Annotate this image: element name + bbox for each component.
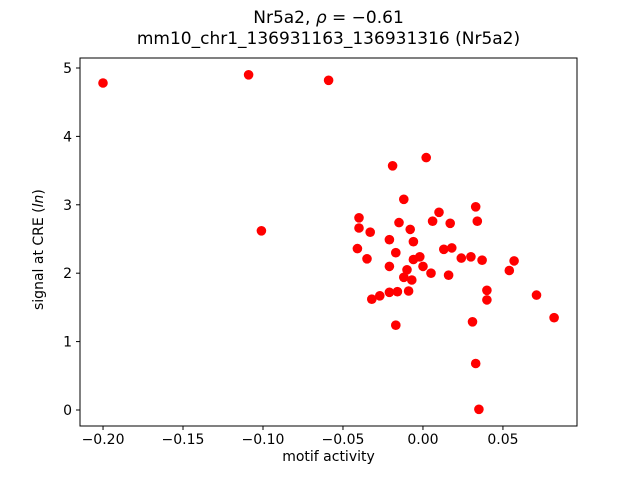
- y-tick-label: 5: [63, 61, 72, 77]
- data-point: [391, 247, 401, 258]
- chart-title: Nr5a2, ρ = −0.61 mm10_chr1_136931163_136…: [80, 8, 577, 50]
- data-point: [354, 213, 364, 223]
- y-tick-label: 3: [63, 198, 72, 214]
- x-axis-label: motif activity: [282, 449, 375, 465]
- ylabel-italic: ln: [31, 194, 47, 208]
- data-point: [418, 261, 428, 272]
- y-tick-label: 4: [63, 129, 72, 145]
- axes-spines: [79, 57, 578, 427]
- data-point: [467, 317, 478, 327]
- data-point: [421, 152, 432, 163]
- data-point: [256, 226, 267, 236]
- data-point: [98, 78, 108, 88]
- data-point: [387, 161, 398, 171]
- data-point: [477, 255, 487, 265]
- data-point: [426, 268, 436, 279]
- data-point: [470, 202, 481, 212]
- data-point: [509, 256, 519, 266]
- data-point: [384, 287, 395, 298]
- data-point: [408, 236, 419, 247]
- y-tick-label: 1: [63, 335, 72, 351]
- data-point: [474, 404, 484, 415]
- data-point: [375, 291, 385, 301]
- data-point: [365, 227, 376, 237]
- ylabel-prefix: signal at CRE (: [31, 207, 47, 310]
- data-point: [399, 272, 409, 283]
- data-point: [394, 217, 404, 228]
- data-point: [445, 218, 456, 229]
- data-point: [354, 223, 364, 233]
- data-point: [367, 294, 377, 305]
- data-point: [384, 234, 395, 245]
- data-point: [391, 320, 401, 331]
- data-point: [466, 251, 476, 262]
- data-point: [403, 286, 414, 296]
- data-point: [434, 207, 444, 218]
- x-tick-label: −0.05: [322, 432, 365, 448]
- y-axis-label: signal at CRE (ln): [31, 189, 47, 310]
- data-point: [402, 265, 412, 275]
- data-point: [362, 253, 372, 264]
- x-tick-label: 0.05: [487, 432, 518, 448]
- ylabel-suffix: ): [31, 189, 47, 195]
- data-point: [472, 216, 483, 226]
- x-tick-label: −0.20: [82, 432, 125, 448]
- data-point: [243, 70, 254, 80]
- data-point: [549, 312, 559, 323]
- data-point: [456, 253, 467, 263]
- data-point: [352, 243, 363, 254]
- data-point: [415, 251, 425, 262]
- x-tick-label: 0.00: [407, 432, 438, 448]
- chart-title-line1: Nr5a2, ρ = −0.61: [80, 8, 577, 29]
- title-prefix: Nr5a2,: [253, 8, 316, 28]
- chart-title-line2: mm10_chr1_136931163_136931316 (Nr5a2): [136, 29, 521, 49]
- data-point: [399, 194, 409, 205]
- x-tick-label: −0.10: [242, 432, 285, 448]
- y-tick-label: 2: [63, 266, 72, 282]
- x-tick-label: −0.15: [162, 432, 205, 448]
- data-point: [470, 358, 481, 369]
- data-point: [531, 290, 542, 300]
- data-point: [323, 75, 334, 86]
- data-point: [504, 265, 515, 276]
- y-tick-label: 0: [63, 403, 72, 419]
- data-point: [482, 285, 492, 296]
- data-point: [447, 243, 457, 253]
- data-point: [392, 286, 403, 297]
- data-point: [439, 244, 449, 255]
- title-rho-value: = −0.61: [326, 8, 404, 28]
- data-point: [443, 270, 454, 281]
- data-point: [482, 295, 492, 305]
- data-point: [405, 224, 416, 235]
- title-rho-symbol: ρ: [315, 8, 327, 28]
- data-point: [427, 216, 438, 226]
- data-point: [384, 261, 395, 272]
- data-point: [407, 275, 417, 285]
